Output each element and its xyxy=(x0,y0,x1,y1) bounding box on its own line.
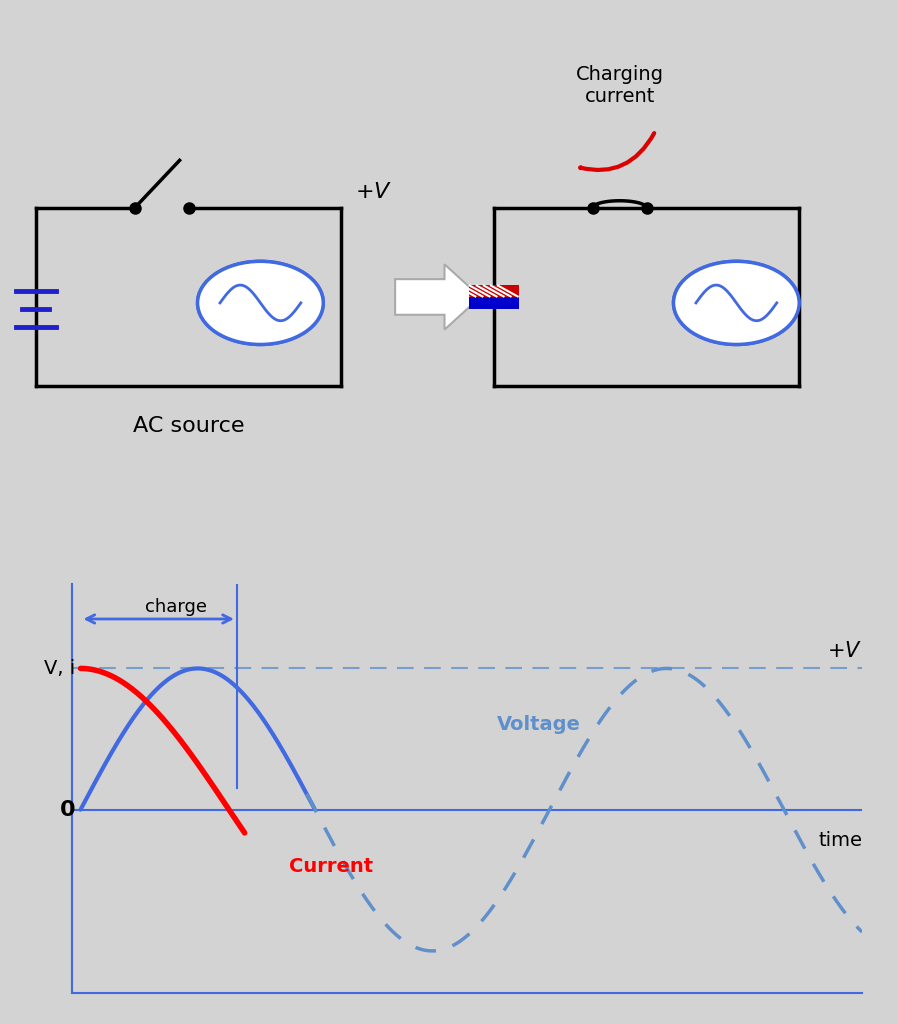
Text: Charging
current: Charging current xyxy=(576,66,664,106)
Text: Current: Current xyxy=(289,857,373,876)
FancyBboxPatch shape xyxy=(470,297,519,309)
Circle shape xyxy=(675,262,797,343)
Text: 0: 0 xyxy=(59,800,75,819)
Text: charge: charge xyxy=(145,598,207,615)
FancyBboxPatch shape xyxy=(470,285,519,297)
Text: time: time xyxy=(818,830,862,850)
Text: $+V$: $+V$ xyxy=(355,182,392,202)
Circle shape xyxy=(199,262,321,343)
Polygon shape xyxy=(395,264,480,330)
Text: Voltage: Voltage xyxy=(497,716,581,734)
FancyArrowPatch shape xyxy=(580,133,655,170)
Text: AC source: AC source xyxy=(133,416,244,436)
Text: $+V$: $+V$ xyxy=(827,641,862,662)
Text: V, i: V, i xyxy=(44,658,75,678)
